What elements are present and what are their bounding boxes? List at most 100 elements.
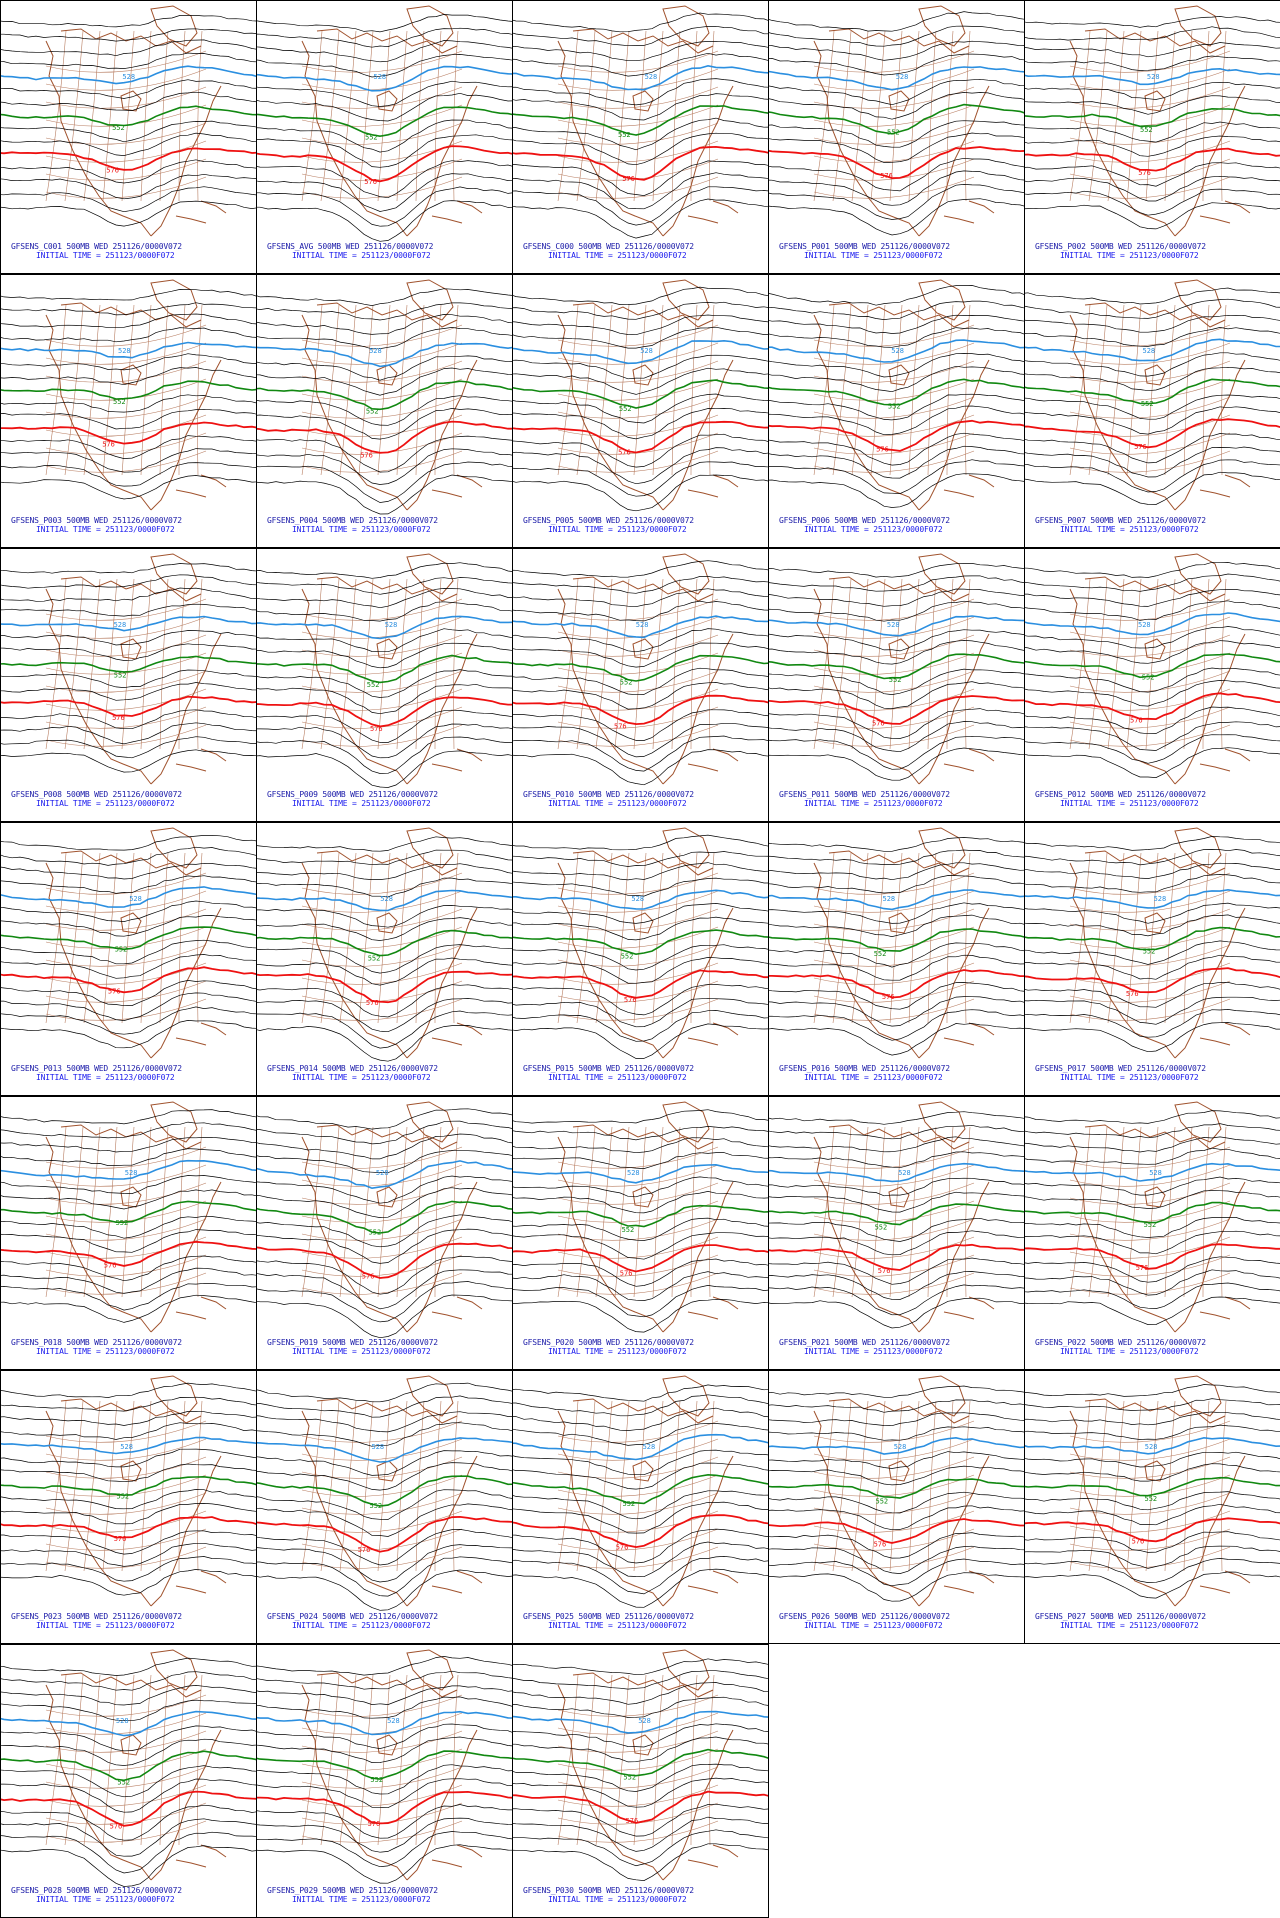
height-contour xyxy=(1,1396,256,1412)
contour-552 xyxy=(257,106,512,138)
contour-552 xyxy=(1,1200,256,1223)
contour-552 xyxy=(1,380,256,400)
ensemble-member-panel[interactable]: 528 552 576 GFSENS_P025 500MB WED 251126/00… xyxy=(512,1370,769,1644)
height-contour xyxy=(769,1124,1024,1140)
ensemble-member-panel[interactable]: 528 552 576 GFSENS_P020 500MB WED 251126/00… xyxy=(512,1096,769,1370)
ensemble-member-panel[interactable]: 528 552 576 GFSENS_P029 500MB WED 251126/00… xyxy=(256,1644,513,1918)
ensemble-member-panel[interactable]: 528 552 576 GFSENS_P019 500MB WED 251126/00… xyxy=(256,1096,513,1370)
height-contour xyxy=(1,1189,256,1210)
height-contour xyxy=(513,433,768,468)
height-contour xyxy=(769,393,1024,421)
contour-552 xyxy=(769,1203,1024,1226)
ensemble-member-panel[interactable]: 528 552 576 GFSENS_P009 500MB WED 251126/00… xyxy=(256,548,513,822)
ensemble-member-panel[interactable]: 528 552 576 GFSENS_P007 500MB WED 251126/00… xyxy=(1024,274,1280,548)
ensemble-member-panel[interactable]: 528 552 576 GFSENS_P010 500MB WED 251126/00… xyxy=(512,548,769,822)
ensemble-member-panel[interactable]: 528 552 576 GFSENS_AVG 500MB WED 251126/000… xyxy=(256,0,513,274)
panel-title: GFSENS_P023 500MB WED 251126/0000V072 xyxy=(11,1612,182,1621)
height-contour xyxy=(769,575,1024,592)
lat-lon-grid xyxy=(45,852,207,1024)
height-contour xyxy=(1,408,256,430)
ensemble-member-panel[interactable]: 528 552 576 GFSENS_P013 500MB WED 251126/00… xyxy=(0,822,257,1096)
height-contour-map: 528 552 576 xyxy=(513,1101,768,1333)
ensemble-member-panel[interactable]: 528 552 576 GFSENS_P006 500MB WED 251126/00… xyxy=(768,274,1025,548)
ensemble-member-panel[interactable]: 528 552 576 GFSENS_P014 500MB WED 251126/00… xyxy=(256,822,513,1096)
ensemble-member-panel[interactable]: 528 552 576 GFSENS_P011 500MB WED 251126/00… xyxy=(768,548,1025,822)
contour-528 xyxy=(513,1710,768,1734)
height-contour xyxy=(1,1109,256,1125)
height-contour xyxy=(769,747,1024,781)
ensemble-member-panel[interactable]: 528 552 576 GFSENS_P028 500MB WED 251126/00… xyxy=(0,1644,257,1918)
height-contour xyxy=(1025,1217,1280,1238)
contour-576 xyxy=(513,694,768,726)
height-contours xyxy=(257,836,512,1062)
ensemble-member-panel[interactable]: 528 552 576 GFSENS_P018 500MB WED 251126/00… xyxy=(0,1096,257,1370)
height-contour xyxy=(1,200,256,227)
contour-label-576: 576 xyxy=(882,993,895,1001)
ensemble-member-panel[interactable]: 528 552 576 GFSENS_C001 500MB WED 251126/00… xyxy=(0,0,257,274)
height-contour xyxy=(257,669,512,698)
contour-576 xyxy=(769,419,1024,452)
contour-label-528: 528 xyxy=(1149,1169,1162,1177)
ensemble-member-panel[interactable]: 528 552 576 GFSENS_P003 500MB WED 251126/00… xyxy=(0,274,257,548)
contour-label-552: 552 xyxy=(368,955,381,963)
ensemble-member-panel[interactable]: 528 552 576 GFSENS_P012 500MB WED 251126/00… xyxy=(1024,548,1280,822)
ensemble-member-panel[interactable]: 528 552 576 GFSENS_P002 500MB WED 251126/00… xyxy=(1024,0,1280,274)
height-contour xyxy=(1,574,256,589)
height-contour xyxy=(1025,1256,1280,1283)
height-contour-map: 528 552 576 xyxy=(257,279,512,515)
height-contour xyxy=(769,668,1024,695)
height-contour xyxy=(1,91,256,111)
ensemble-member-panel[interactable]: 528 552 576 GFSENS_P023 500MB WED 251126/00… xyxy=(0,1370,257,1644)
contour-552 xyxy=(1,105,256,127)
coastline xyxy=(813,1101,995,1333)
contour-552 xyxy=(1,655,256,673)
height-contour xyxy=(513,1658,768,1676)
ensemble-member-panel[interactable]: 528 552 576 GFSENS_P026 500MB WED 251126/00… xyxy=(768,1370,1025,1644)
height-contour xyxy=(769,78,1024,106)
height-contour xyxy=(513,314,768,336)
contour-528 xyxy=(513,64,768,91)
panel-initial-time: INITIAL TIME = 251123/0000F072 xyxy=(548,251,687,260)
ensemble-member-panel[interactable]: 528 552 576 GFSENS_P030 500MB WED 251126/00… xyxy=(512,1644,769,1918)
contour-528 xyxy=(769,889,1024,911)
height-contour xyxy=(257,448,512,485)
ensemble-member-panel[interactable]: 528 552 576 GFSENS_P015 500MB WED 251126/00… xyxy=(512,822,769,1096)
ensemble-member-panel[interactable]: 528 552 576 GFSENS_P004 500MB WED 251126/00… xyxy=(256,274,513,548)
contour-576 xyxy=(769,1243,1024,1271)
height-contour xyxy=(769,92,1024,120)
panel-title: GFSENS_C000 500MB WED 251126/0000V072 xyxy=(523,242,694,251)
contour-576 xyxy=(1025,147,1280,172)
height-contour xyxy=(513,1696,768,1718)
ensemble-member-panel[interactable]: 528 552 576 GFSENS_P005 500MB WED 251126/00… xyxy=(512,274,769,548)
contour-552 xyxy=(257,1200,512,1234)
ensemble-member-panel[interactable]: 528 552 576 GFSENS_P021 500MB WED 251126/00… xyxy=(768,1096,1025,1370)
height-contour xyxy=(513,1384,768,1402)
panel-initial-time: INITIAL TIME = 251123/0000F072 xyxy=(1060,799,1199,808)
lat-lon-grid xyxy=(301,304,463,476)
ensemble-member-panel[interactable]: 528 552 576 GFSENS_P022 500MB WED 251126/00… xyxy=(1024,1096,1280,1370)
contour-528 xyxy=(513,889,768,910)
ensemble-member-panel[interactable]: 528 552 576 GFSENS_P017 500MB WED 251126/00… xyxy=(1024,822,1280,1096)
ensemble-member-panel[interactable]: 528 552 576 GFSENS_P001 500MB WED 251126/00… xyxy=(768,0,1025,274)
ensemble-member-panel[interactable]: 528 552 576 GFSENS_P024 500MB WED 251126/00… xyxy=(256,1370,513,1644)
height-contour xyxy=(1025,1147,1280,1165)
ensemble-member-panel[interactable]: 528 552 576 GFSENS_P027 500MB WED 251126/00… xyxy=(1024,1370,1280,1644)
coastline xyxy=(301,827,483,1059)
contour-label-528: 528 xyxy=(1145,1443,1158,1451)
height-contour xyxy=(769,942,1024,968)
height-contour xyxy=(513,1152,768,1169)
ensemble-member-panel[interactable]: 528 552 576 GFSENS_P008 500MB WED 251126/00… xyxy=(0,548,257,822)
contour-label-576: 576 xyxy=(102,440,115,448)
panel-initial-time: INITIAL TIME = 251123/0000F072 xyxy=(548,1347,687,1356)
height-contour xyxy=(1025,680,1280,707)
contour-528 xyxy=(769,1162,1024,1183)
ensemble-member-panel[interactable]: 528 552 576 GFSENS_P016 500MB WED 251126/00… xyxy=(768,822,1025,1096)
height-contour xyxy=(1025,1296,1280,1325)
height-contour-map: 528 552 576 xyxy=(769,553,1024,785)
ensemble-member-panel[interactable]: 528 552 576 GFSENS_C000 500MB WED 251126/00… xyxy=(512,0,769,274)
height-contour-map: 528 552 576 xyxy=(513,1375,768,1608)
height-contour xyxy=(769,1451,1024,1469)
panel-initial-time: INITIAL TIME = 251123/0000F072 xyxy=(804,1347,943,1356)
height-contour xyxy=(1,186,256,213)
